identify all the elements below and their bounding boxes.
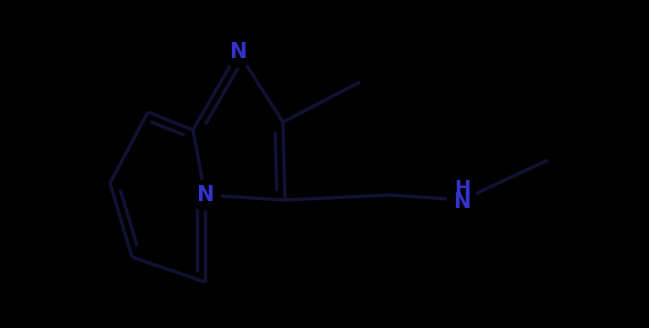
Circle shape — [223, 37, 253, 67]
Text: N: N — [196, 185, 214, 205]
Text: H: H — [454, 178, 470, 197]
Text: N: N — [229, 42, 247, 62]
Circle shape — [190, 180, 220, 210]
Text: N: N — [453, 192, 471, 212]
Circle shape — [448, 174, 476, 202]
Circle shape — [447, 187, 477, 217]
